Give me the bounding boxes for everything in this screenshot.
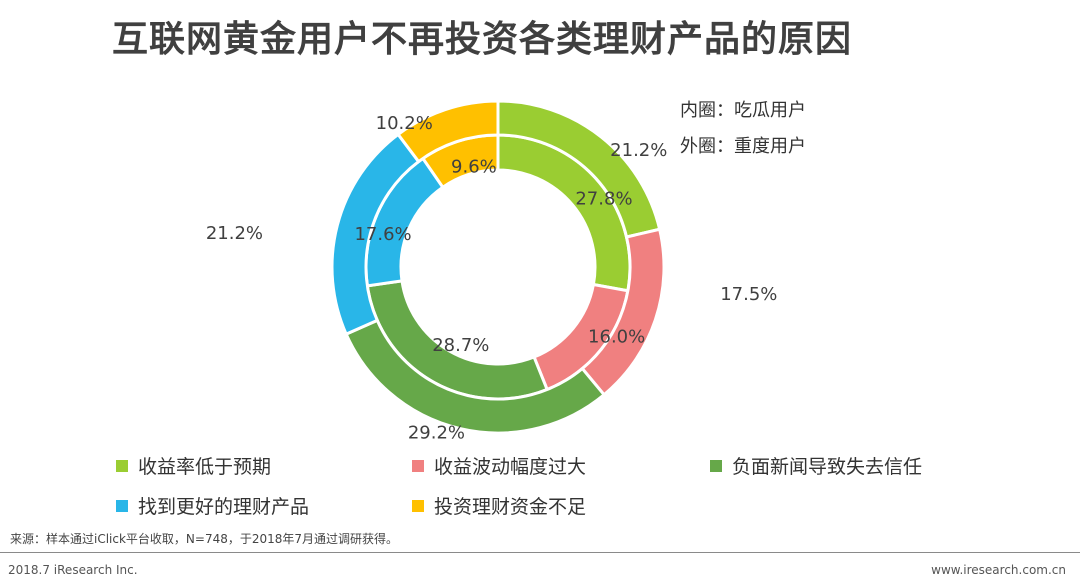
source-note: 来源：样本通过iClick平台收取，N=748，于2018年7月通过调研获得。	[10, 532, 399, 546]
legend-swatch	[412, 499, 424, 512]
legend-label: 负面新闻导致失去信任	[732, 456, 923, 478]
outer-label-insufficient-funds: 10.2%	[376, 113, 433, 134]
legend-swatch	[710, 459, 722, 472]
legend-label: 收益率低于预期	[138, 456, 272, 478]
legend-label: 找到更好的理财产品	[138, 496, 310, 518]
chart-title: 互联网黄金用户不再投资各类理财产品的原因	[112, 19, 853, 60]
legend-item-low-return: 收益率低于预期	[116, 452, 271, 479]
inner-label-insufficient-funds: 9.6%	[451, 157, 497, 178]
outer-label-negative-news: 29.2%	[408, 422, 465, 443]
legend-label: 收益波动幅度过大	[434, 456, 587, 478]
inner-label-low-return: 27.8%	[575, 189, 632, 210]
copyright-text: 2018.7 iResearch Inc.	[8, 563, 138, 577]
legend-item-negative-news: 负面新闻导致失去信任	[710, 452, 922, 479]
legend-item-better-product: 找到更好的理财产品	[116, 492, 309, 519]
legend-label: 投资理财资金不足	[434, 496, 587, 518]
inner-label-better-product: 17.6%	[354, 224, 411, 245]
outer-label-better-product: 21.2%	[206, 223, 263, 244]
chart-data-labels: 27.8% 16.0% 28.7% 17.6% 9.6% 21.2% 17.5% 29.2% 2…	[206, 113, 778, 443]
legend-swatch	[116, 459, 128, 472]
legend-swatch	[412, 459, 424, 472]
inner-label-negative-news: 28.7%	[432, 335, 489, 356]
outer-ring-note: 外圈：重度用户	[680, 136, 806, 157]
legend-item-insufficient-funds: 投资理财资金不足	[412, 492, 586, 519]
outer-label-volatility: 17.5%	[720, 284, 777, 305]
inner-ring-note: 内圈：吃瓜用户	[680, 100, 806, 121]
legend-item-volatility: 收益波动幅度过大	[412, 452, 586, 479]
site-url-link[interactable]: www.iresearch.com.cn	[931, 563, 1066, 577]
legend-swatch	[116, 499, 128, 512]
inner-label-volatility: 16.0%	[588, 326, 645, 347]
footer-divider	[0, 552, 1080, 553]
outer-label-low-return: 21.2%	[610, 140, 667, 161]
chart-slices	[330, 99, 666, 435]
outer-slice-insufficient-funds	[396, 99, 500, 164]
